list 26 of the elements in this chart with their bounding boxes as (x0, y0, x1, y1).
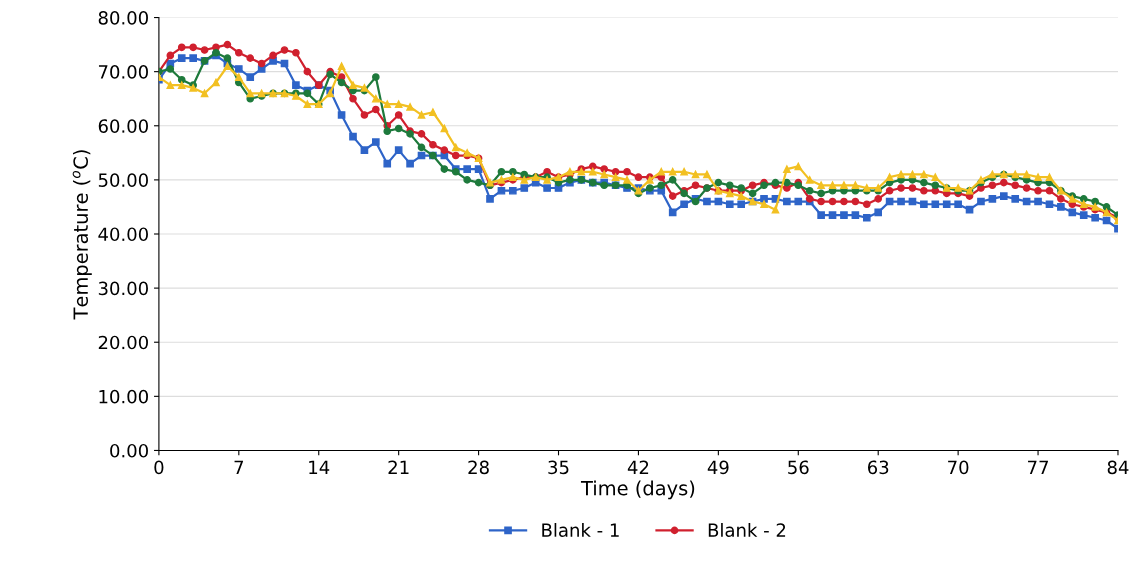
x-tick-label: 35 (548, 460, 569, 475)
x-tick-label: 56 (788, 460, 809, 475)
y-tick-label: 60.00 (98, 119, 148, 133)
y-tick-label: 20.00 (98, 335, 148, 350)
x-tick-label: 84 (1107, 460, 1129, 475)
x-axis-title: Time (days) (580, 480, 695, 500)
x-tick-label: 0 (154, 460, 164, 475)
x-tick-label: 21 (388, 460, 409, 474)
x-tick-label: 42 (627, 460, 649, 474)
y-tick-label: 10.00 (99, 389, 148, 404)
x-tick-label: 77 (1028, 460, 1048, 474)
y-tick-label: 0.00 (110, 443, 148, 458)
y-tick-label: 70.00 (98, 65, 148, 79)
x-tick-label: 49 (707, 460, 729, 475)
y-axis-title: Temperature ($^{o}$C) (72, 150, 92, 320)
y-tick-label: 80.00 (98, 11, 148, 25)
legend-label: Blank - 1 (542, 522, 619, 537)
legend-label: Blank - 2 (708, 522, 786, 537)
x-tick-label: 7 (234, 460, 244, 474)
y-tick-label: 30.00 (98, 281, 148, 296)
x-tick-label: 70 (948, 460, 969, 475)
x-tick-label: 28 (468, 460, 489, 475)
x-tick-label: 14 (309, 460, 330, 474)
y-tick-label: 40.00 (98, 227, 148, 242)
y-tick-label: 50.00 (98, 173, 148, 187)
x-tick-label: 63 (867, 460, 889, 475)
